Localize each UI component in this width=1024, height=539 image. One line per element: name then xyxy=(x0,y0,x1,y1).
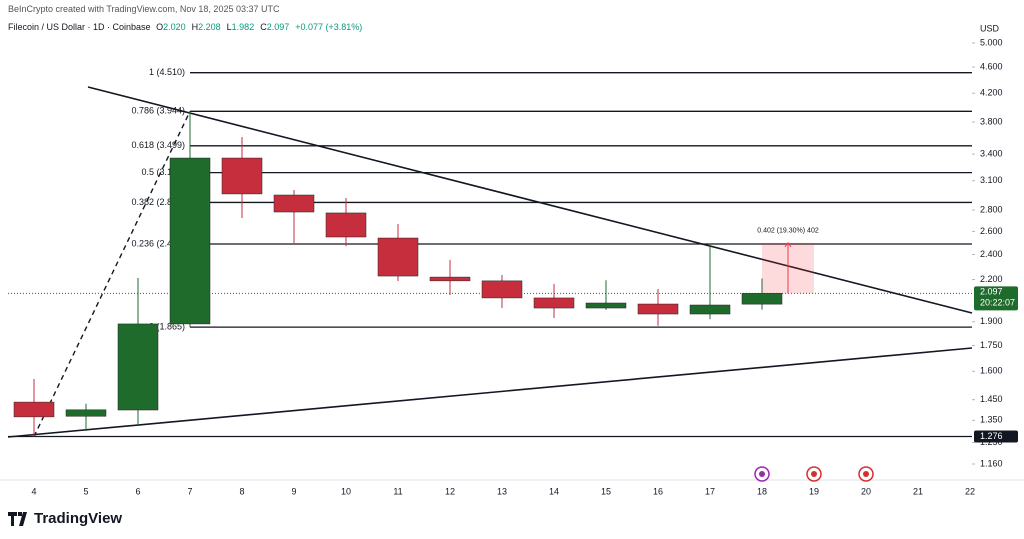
candle-body xyxy=(689,304,731,315)
candle-body xyxy=(169,157,211,325)
candle-body xyxy=(65,409,107,417)
ohlc-value: 1.982 xyxy=(231,22,255,32)
event-icon-dot xyxy=(759,471,765,477)
support-price-label: 1.276 xyxy=(980,431,1003,441)
trend-line xyxy=(87,86,973,314)
x-tick-label: 10 xyxy=(341,486,351,496)
x-tick-label: 13 xyxy=(497,486,507,496)
candle-body xyxy=(325,212,367,238)
x-tick-label: 20 xyxy=(861,486,871,496)
x-tick-label: 22 xyxy=(965,486,975,496)
y-tick-label: 3.400 xyxy=(980,148,1003,158)
measure-arrow-head xyxy=(784,241,792,248)
symbol-line: Filecoin / US Dollar · 1D · Coinbase O2.… xyxy=(8,22,365,32)
candle-body xyxy=(637,303,679,315)
x-tick-label: 19 xyxy=(809,486,819,496)
last-price-label: 2.097 xyxy=(980,287,1003,297)
ohlc-key: C xyxy=(260,22,267,32)
x-tick-label: 11 xyxy=(393,486,402,496)
x-tick-label: 17 xyxy=(705,486,715,496)
ohlc-item: O2.020 xyxy=(156,22,189,32)
measure-label: 0.402 (19.30%) 402 xyxy=(757,228,819,235)
fib-label: 0.5 (3.188) xyxy=(141,167,185,177)
x-tick-label: 18 xyxy=(757,486,767,496)
fib-label: 0.382 (2.875) xyxy=(131,197,185,207)
logo-text: TradingView xyxy=(34,510,123,527)
candle-body xyxy=(429,276,471,282)
fib-label: 0.236 (2.489) xyxy=(131,238,185,248)
x-tick-label: 14 xyxy=(549,486,559,496)
candle-body xyxy=(273,194,315,213)
x-tick-label: 16 xyxy=(653,486,663,496)
x-tick-label: 8 xyxy=(239,486,244,496)
currency-label: USD xyxy=(980,23,1000,33)
ohlc-key: L xyxy=(226,22,232,32)
fib-label: 0.618 (3.499) xyxy=(131,140,185,150)
credit: BeInCrypto created with TradingView.com,… xyxy=(8,4,280,14)
ohlc-key: O xyxy=(156,22,164,32)
last-price-tag xyxy=(974,286,1018,311)
fib-label: 1 (4.510) xyxy=(149,67,185,77)
x-tick-label: 12 xyxy=(445,486,455,496)
event-icon-dot xyxy=(863,471,869,477)
ohlc-item: C2.097 xyxy=(260,22,292,32)
y-tick-label: 1.350 xyxy=(980,415,1003,425)
price-axis-bg xyxy=(972,0,1024,480)
ohlc-value: 2.097 xyxy=(266,22,290,32)
ohlc-key: H xyxy=(191,22,199,32)
countdown-label: 20:22:07 xyxy=(980,298,1015,308)
candle-body xyxy=(117,323,159,411)
x-tick-label: 15 xyxy=(601,486,611,496)
support-price-tag xyxy=(974,430,1018,443)
y-tick-label: 2.600 xyxy=(980,226,1003,236)
change: +0.077 (+3.81%) xyxy=(295,22,363,32)
candle-body xyxy=(377,237,419,277)
event-icon-dot xyxy=(811,471,817,477)
candle-body xyxy=(585,302,627,309)
y-tick-label: 1.900 xyxy=(980,316,1003,326)
logo-icon xyxy=(8,511,27,526)
y-tick-label: 5.000 xyxy=(980,37,1003,47)
candle-body xyxy=(481,280,523,299)
ohlc-value: 2.020 xyxy=(163,22,186,32)
x-tick-label: 9 xyxy=(291,486,296,496)
candle-body xyxy=(221,157,263,195)
y-tick-label: 2.800 xyxy=(980,204,1003,214)
y-tick-label: 3.100 xyxy=(980,175,1003,185)
y-tick-label: 4.200 xyxy=(980,88,1003,98)
candle-body xyxy=(533,297,575,309)
symbol: Filecoin / US Dollar · 1D · Coinbase xyxy=(8,22,151,32)
fib-anchor-line xyxy=(33,111,191,437)
y-tick-label: 1.600 xyxy=(980,366,1003,376)
ohlc-item: L1.982 xyxy=(227,22,258,32)
x-tick-label: 5 xyxy=(83,486,88,496)
candle-body xyxy=(741,293,783,305)
ohlc-item: H2.208 xyxy=(192,22,224,32)
y-tick-label: 2.400 xyxy=(980,249,1003,259)
candle-body xyxy=(13,401,55,418)
x-tick-label: 7 xyxy=(187,486,192,496)
x-tick-label: 4 xyxy=(31,486,36,496)
y-tick-label: 1.750 xyxy=(980,340,1003,350)
fib-label: 0 (1.865) xyxy=(149,322,185,332)
y-tick-label: 4.600 xyxy=(980,61,1003,71)
y-tick-label: 1.160 xyxy=(980,458,1003,468)
y-tick-label: 2.200 xyxy=(980,274,1003,284)
fib-label: 0.786 (3.944) xyxy=(131,106,185,116)
ohlc-value: 2.208 xyxy=(198,22,221,32)
logo[interactable]: TradingView xyxy=(8,510,122,527)
trend-line xyxy=(7,347,973,438)
x-tick-label: 21 xyxy=(913,486,923,496)
x-tick-label: 6 xyxy=(135,486,140,496)
y-tick-label: 1.450 xyxy=(980,394,1003,404)
y-tick-label: 3.800 xyxy=(980,116,1003,126)
